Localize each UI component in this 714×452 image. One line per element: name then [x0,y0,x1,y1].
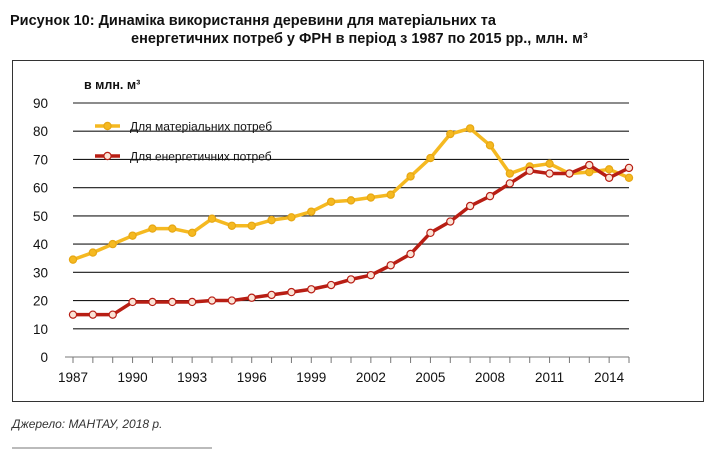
series-1-point-1991 [148,224,157,233]
x-tick-label-1987: 1987 [58,370,88,385]
series-2-point-2001 [346,275,356,284]
series-2-point-1999 [307,285,316,294]
series-line-1 [72,126,630,262]
series-2-point-1998 [287,287,296,297]
series-2-point-1992 [168,297,177,307]
figure-title: Рисунок 10: Динаміка використання дереви… [10,12,700,48]
series-2-point-2002 [366,270,376,280]
series-1-point-1996 [247,221,256,230]
y-tick-label-90: 90 [33,96,48,111]
series-2-point-1995 [227,296,237,305]
series-1-point-2007 [465,124,475,133]
series-1-point-2004 [406,172,415,181]
series-1-point-1997 [267,215,276,225]
y-tick-label-10: 10 [33,322,48,337]
figure-title-line-2: енергетичних потреб у ФРН в період з 198… [131,31,588,47]
y-tick-label-60: 60 [33,181,48,196]
series-1-point-2013 [585,167,594,177]
series-1-point-2002 [366,193,376,202]
y-tick-label-70: 70 [33,152,48,167]
x-tick-label-1996: 1996 [237,370,267,385]
series-2-point-2012 [565,169,574,178]
series-2-point-2007 [465,201,475,211]
series-2-point-1997 [267,290,276,300]
series-1-point-1994 [207,214,217,223]
y-tick-label-0: 0 [40,350,48,365]
series-2-point-2013 [585,160,594,170]
series-2-point-1993 [187,297,197,307]
legend-marker-2 [103,151,112,161]
series-2-point-2000 [326,280,336,290]
chart-frame [12,60,704,402]
x-tick-label-1999: 1999 [296,370,326,385]
series-1-point-2014 [604,165,614,174]
series-1-point-1992 [168,224,177,233]
series-2-point-2015 [624,163,634,173]
series-2-point-1990 [128,297,137,307]
series-2-point-2011 [545,169,554,178]
series-1-point-1998 [287,213,296,222]
series-2-point-2014 [604,173,614,182]
series-1-point-2011 [545,159,554,168]
series-1-point-2009 [505,169,515,178]
series-2-point-1988 [88,310,98,319]
series-1-point-1989 [108,239,117,249]
series-1-point-2000 [326,197,336,206]
series-2-point-2010 [525,166,534,175]
figure-title-line-1: Рисунок 10: Динаміка використання дереви… [10,13,496,29]
series-1-point-2008 [485,141,495,150]
x-tick-label-2011: 2011 [535,370,564,385]
series-1-point-2001 [346,196,356,205]
series-2-point-1996 [247,293,256,302]
x-tick-label-2002: 2002 [356,370,386,385]
series-2-point-2004 [406,249,415,259]
series-1-point-1995 [227,221,237,230]
series-2-point-2006 [446,217,455,226]
series-1-point-1993 [187,228,197,238]
series-1-point-1987 [68,255,78,264]
legend-label-2: Для енергетичних потреб [130,150,272,164]
series-1-point-1999 [307,207,316,216]
source-note: Джерело: МАНТАУ, 2018 р. [12,417,163,431]
series-2-point-1987 [68,310,78,319]
y-tick-label-50: 50 [33,209,48,224]
series-2-point-2005 [426,228,435,238]
series-1-point-2015 [624,173,634,182]
series-1-point-1990 [128,231,137,240]
series-2-point-2003 [386,261,395,270]
series-1-point-2003 [386,190,395,199]
legend-label-1: Для матеріальних потреб [130,120,272,134]
series-2-point-2008 [485,191,495,201]
legend-marker-1 [103,121,112,131]
x-tick-label-2005: 2005 [415,370,445,385]
x-tick-label-2014: 2014 [594,370,625,385]
series-1-point-1988 [88,248,98,257]
series-1-point-2006 [446,129,455,139]
y-axis-label: в млн. м³ [84,78,140,92]
series-2-point-1994 [207,296,217,305]
y-tick-label-40: 40 [33,237,48,252]
y-tick-label-20: 20 [33,294,48,309]
series-2-point-2009 [505,179,515,188]
x-tick-label-1990: 1990 [118,370,148,385]
x-tick-label-2008: 2008 [475,370,505,385]
series-1-point-2005 [426,153,435,163]
y-tick-label-30: 30 [33,265,48,280]
x-tick-label-1993: 1993 [177,370,207,385]
y-tick-label-80: 80 [33,124,48,139]
series-2-point-1989 [108,310,117,319]
cut-off-text-line [12,443,702,452]
series-2-point-1991 [148,297,157,307]
